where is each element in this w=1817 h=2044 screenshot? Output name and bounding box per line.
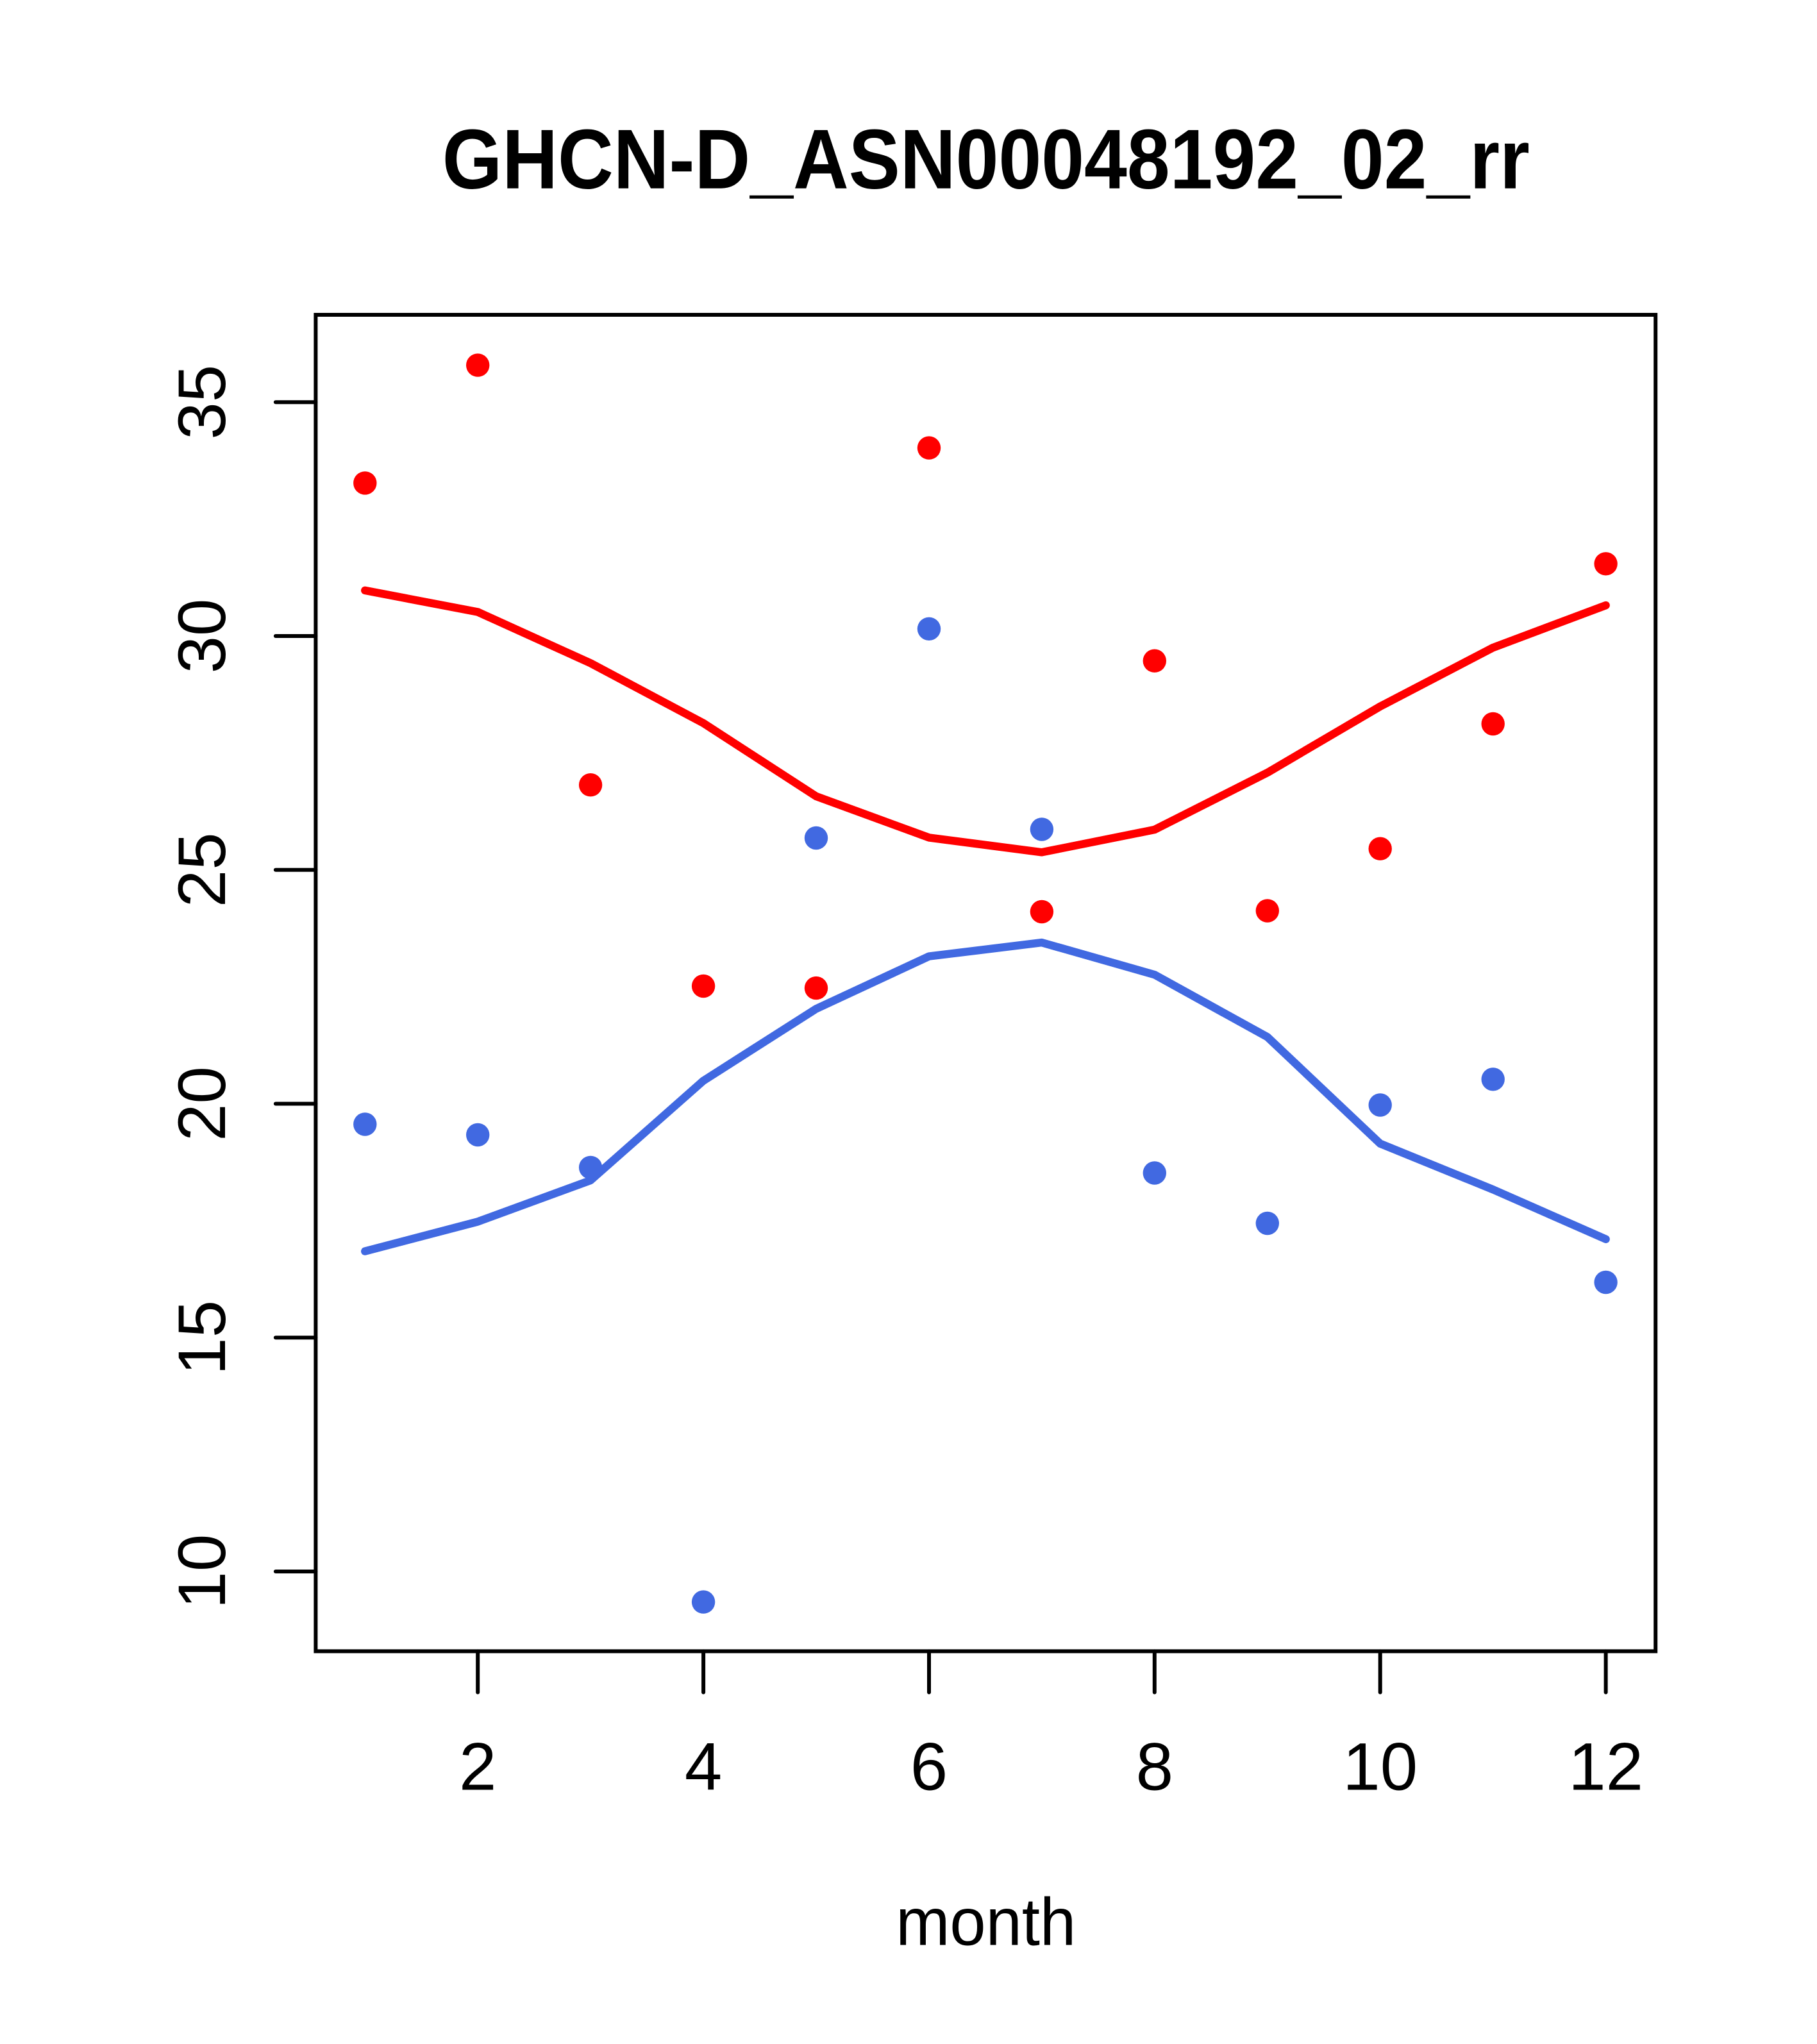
svg-text:10: 10 (165, 1534, 240, 1609)
svg-text:10: 10 (1343, 1730, 1418, 1805)
svg-text:20: 20 (165, 1066, 240, 1141)
svg-text:30: 30 (165, 599, 240, 674)
svg-text:4: 4 (685, 1730, 722, 1805)
svg-text:8: 8 (1136, 1730, 1173, 1805)
svg-text:GHCN-D_ASN00048192_02_rr: GHCN-D_ASN00048192_02_rr (442, 112, 1530, 206)
svg-text:15: 15 (165, 1300, 240, 1375)
svg-text:month: month (896, 1885, 1076, 1960)
svg-text:6: 6 (910, 1730, 948, 1805)
svg-text:35: 35 (165, 365, 240, 440)
svg-text:2: 2 (459, 1730, 496, 1805)
svg-text:25: 25 (165, 832, 240, 907)
svg-text:12: 12 (1568, 1730, 1643, 1805)
